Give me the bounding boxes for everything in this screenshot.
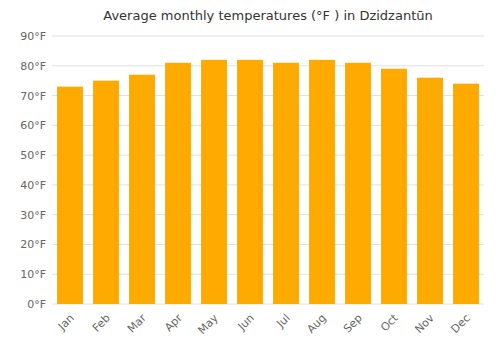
bar (237, 60, 263, 304)
x-tick-label: Jun (235, 312, 257, 334)
bar (201, 60, 227, 304)
grid-line (52, 65, 484, 66)
bar (453, 84, 479, 304)
y-tick-label: 20°F (20, 238, 46, 251)
y-tick-label: 60°F (20, 119, 46, 132)
x-tick-label: Oct (378, 311, 401, 334)
chart-title: Average monthly temperatures (°F ) in Dz… (103, 8, 432, 23)
x-tick-label: Dec (449, 312, 473, 336)
y-tick-label: 70°F (20, 90, 46, 103)
bar (417, 78, 443, 304)
y-tick-label: 50°F (20, 149, 46, 162)
grid-line (52, 36, 484, 37)
y-tick-label: 90°F (20, 30, 46, 43)
x-tick-label: Jan (55, 312, 77, 334)
y-tick-label: 40°F (20, 179, 46, 192)
x-tick-label: Aug (304, 312, 328, 336)
x-axis: Jan Feb Mar Apr May Jun Jul Aug Sep Oct Nov Dec (55, 311, 473, 337)
y-axis: 0°F 10°F 20°F 30°F 40°F 50°F 60°F 70°F 80°F 90°F (20, 30, 484, 311)
x-tick-label: Mar (125, 311, 149, 335)
bar (273, 63, 299, 304)
x-tick-label: Sep (341, 312, 365, 336)
y-tick-label: 0°F (27, 298, 46, 311)
bar (345, 63, 371, 304)
bar (93, 81, 119, 304)
bar (57, 87, 83, 304)
bar (309, 60, 335, 304)
x-tick-label: May (196, 311, 222, 337)
chart-container: Average monthly temperatures (°F ) in Dz… (0, 0, 500, 350)
bar (381, 69, 407, 304)
y-tick-label: 30°F (20, 209, 46, 222)
x-tick-label: Nov (412, 311, 437, 336)
x-tick-label: Jul (273, 312, 292, 331)
chart-svg: Average monthly temperatures (°F ) in Dz… (0, 0, 500, 350)
bars (57, 60, 479, 304)
y-tick-label: 10°F (20, 268, 46, 281)
y-tick-label: 80°F (20, 60, 46, 73)
x-tick-label: Apr (162, 311, 185, 334)
bar (129, 75, 155, 304)
bar (165, 63, 191, 304)
x-tick-label: Feb (90, 312, 113, 335)
